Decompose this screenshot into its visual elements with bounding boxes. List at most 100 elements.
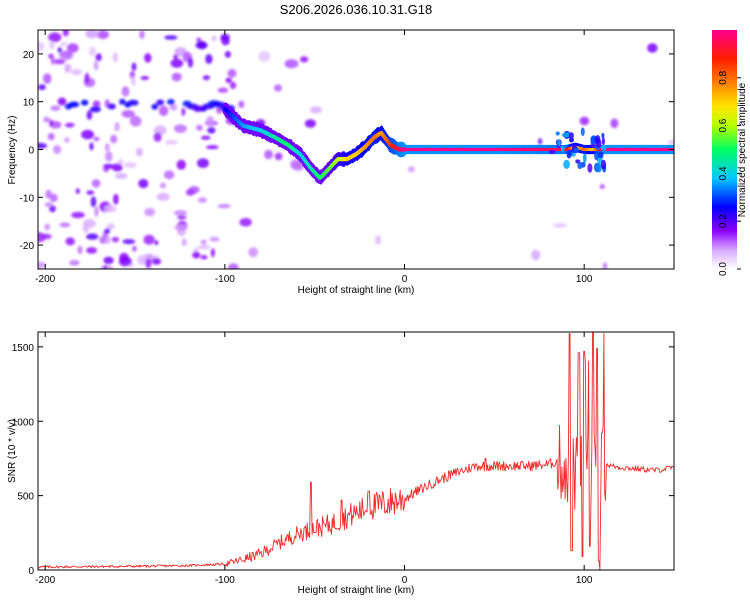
spectrogram-noise-blob	[106, 223, 115, 230]
spectrogram-noise-blob	[114, 121, 120, 132]
x-tick-label: 100	[576, 575, 593, 586]
spectrogram-noise-blob	[207, 127, 216, 134]
spectrogram-noise-blob	[139, 30, 145, 39]
spectrogram-noise-blob	[284, 59, 299, 69]
spectrogram-noise-blob	[65, 122, 75, 128]
spectrogram-noise-blob	[176, 159, 186, 170]
spectrogram-noise-blob	[86, 110, 93, 120]
spectrogram-noise-blob	[53, 59, 66, 65]
spectrogram-y-ticks: -20 -10 0 10 20	[20, 50, 674, 252]
x-tick-label: -200	[35, 575, 55, 586]
spectrogram-noise-blob	[86, 247, 98, 254]
spectrogram-noise-blob	[122, 239, 136, 245]
spectrogram-noise-blob	[86, 190, 95, 195]
spectrogram-noise-blob	[217, 87, 229, 93]
spectrogram-noise-blob	[610, 118, 619, 129]
spectrogram-noise-blob	[647, 43, 658, 53]
spectrogram-noise-blob	[206, 116, 214, 127]
spectrogram-noise-blob	[185, 189, 195, 196]
spectrogram-noise-blob	[92, 100, 101, 108]
spectrogram-noise-blob	[71, 211, 85, 219]
spectrogram-y-label: Frequency (Hz)	[7, 116, 18, 185]
spectrogram-noise-blob	[129, 115, 142, 127]
spectrogram-noise-blob	[159, 182, 166, 189]
spectrogram-disturbance-blob	[548, 149, 556, 154]
spectrogram-noise-blob	[64, 137, 70, 143]
y-tick-label: -10	[20, 193, 35, 204]
colorbar-label: Normalized spectral amplitude	[737, 82, 748, 217]
spectrogram-disturbance-blob	[577, 162, 583, 170]
spectrogram-noise-blob	[531, 249, 541, 261]
spectrogram-disturbance-blob	[601, 132, 605, 139]
spectrogram-noise-blob	[103, 256, 114, 265]
spectrogram-noise-blob	[66, 43, 79, 53]
spectrogram-noise-blob	[38, 261, 47, 269]
spectrogram-disturbance-blob	[600, 159, 607, 170]
spectrogram-noise-blob	[173, 54, 179, 59]
spectrogram-noise-blob	[187, 57, 194, 68]
spectrogram-noise-blob	[103, 265, 108, 269]
spectrogram-noise-blob	[90, 196, 97, 208]
spectrogram-noise-blob	[274, 152, 283, 161]
spectrogram-noise-blob	[103, 163, 115, 169]
spectrogram-noise-blob	[375, 235, 382, 245]
spectrogram-noise-blob	[181, 107, 186, 116]
spectrogram-noise-blob	[299, 56, 309, 63]
spectrogram-noise-blob	[47, 132, 55, 141]
spectrogram-noise-blob	[407, 166, 415, 173]
spectrogram-noise-blob	[200, 135, 211, 140]
spectrogram-noise-blob	[50, 55, 55, 65]
spectrogram-noise-blob	[202, 75, 210, 81]
y-tick-label: 1000	[12, 417, 35, 428]
spectrogram-noise-blob	[112, 52, 118, 63]
spectrogram-noise-blob	[140, 76, 150, 80]
spectrogram-band-blob	[107, 103, 116, 110]
spectrogram-noise-blob	[224, 50, 231, 58]
spectrogram-noise-blob	[258, 51, 271, 62]
spectrogram-band-blob	[81, 99, 89, 106]
spectrogram-noise-blob	[38, 84, 46, 91]
spectrogram-noise-blob	[123, 162, 137, 169]
spectrogram-noise-blob	[49, 41, 55, 50]
spectrogram-noise-blob	[198, 41, 207, 50]
spectrogram-noise-blob	[131, 62, 137, 71]
spectrogram-noise-blob	[228, 263, 239, 269]
spectrogram-noise-blob	[131, 75, 136, 86]
spectrogram-noise-blob	[53, 144, 62, 155]
spectrogram-disturbance-blob	[596, 162, 602, 173]
spectrogram-noise-blob	[579, 116, 590, 126]
spectrogram-noise-blob	[200, 255, 208, 260]
x-tick-label: 0	[402, 274, 408, 285]
spectrogram-noise-blob	[99, 236, 108, 244]
spectrogram-noise-blob	[38, 142, 48, 149]
spectrogram-disturbance-blob	[557, 139, 561, 147]
snr-x-label: Height of straight line (km)	[298, 585, 415, 596]
spectrogram-noise-blob	[173, 210, 188, 216]
spectrogram-noise-blob	[225, 77, 232, 84]
spectrogram-noise-blob	[48, 32, 62, 43]
x-tick-label: -100	[215, 274, 235, 285]
spectrogram-noise-blob	[105, 235, 111, 245]
spectrogram-noise-blob	[57, 46, 62, 54]
spectrogram-noise-blob	[156, 192, 170, 201]
spectrogram-noise-blob	[304, 119, 316, 128]
spectrogram-disturbance-blob	[594, 151, 599, 161]
spectrogram-noise-blob	[206, 145, 219, 150]
snr-panel: -200 -100 0 100 0 500 1000 1500 Height of stra…	[7, 331, 675, 596]
snr-x-ticks: -200 -100 0 100	[35, 332, 593, 586]
snr-background	[38, 332, 674, 570]
spectrogram-noise-blob	[153, 132, 162, 142]
spectrogram-disturbance-blob	[555, 131, 560, 136]
spectrogram-noise-blob	[117, 159, 124, 165]
spectrogram-noise-blob	[44, 223, 51, 231]
figure-title: S206.2026.036.10.31.G18	[280, 2, 433, 17]
spectrogram-noise-blob	[60, 41, 68, 47]
spectrogram-band-blob	[151, 103, 159, 110]
spectrogram-noise-blob	[91, 179, 101, 188]
spectrogram-noise-blob	[105, 151, 113, 162]
spectrogram-noise-blob	[45, 189, 52, 199]
spectrogram-noise-blob	[217, 204, 231, 209]
spectrogram-ridge	[222, 102, 674, 185]
y-tick-label: 1500	[12, 343, 35, 354]
spectrogram-noise-blob	[59, 222, 71, 228]
